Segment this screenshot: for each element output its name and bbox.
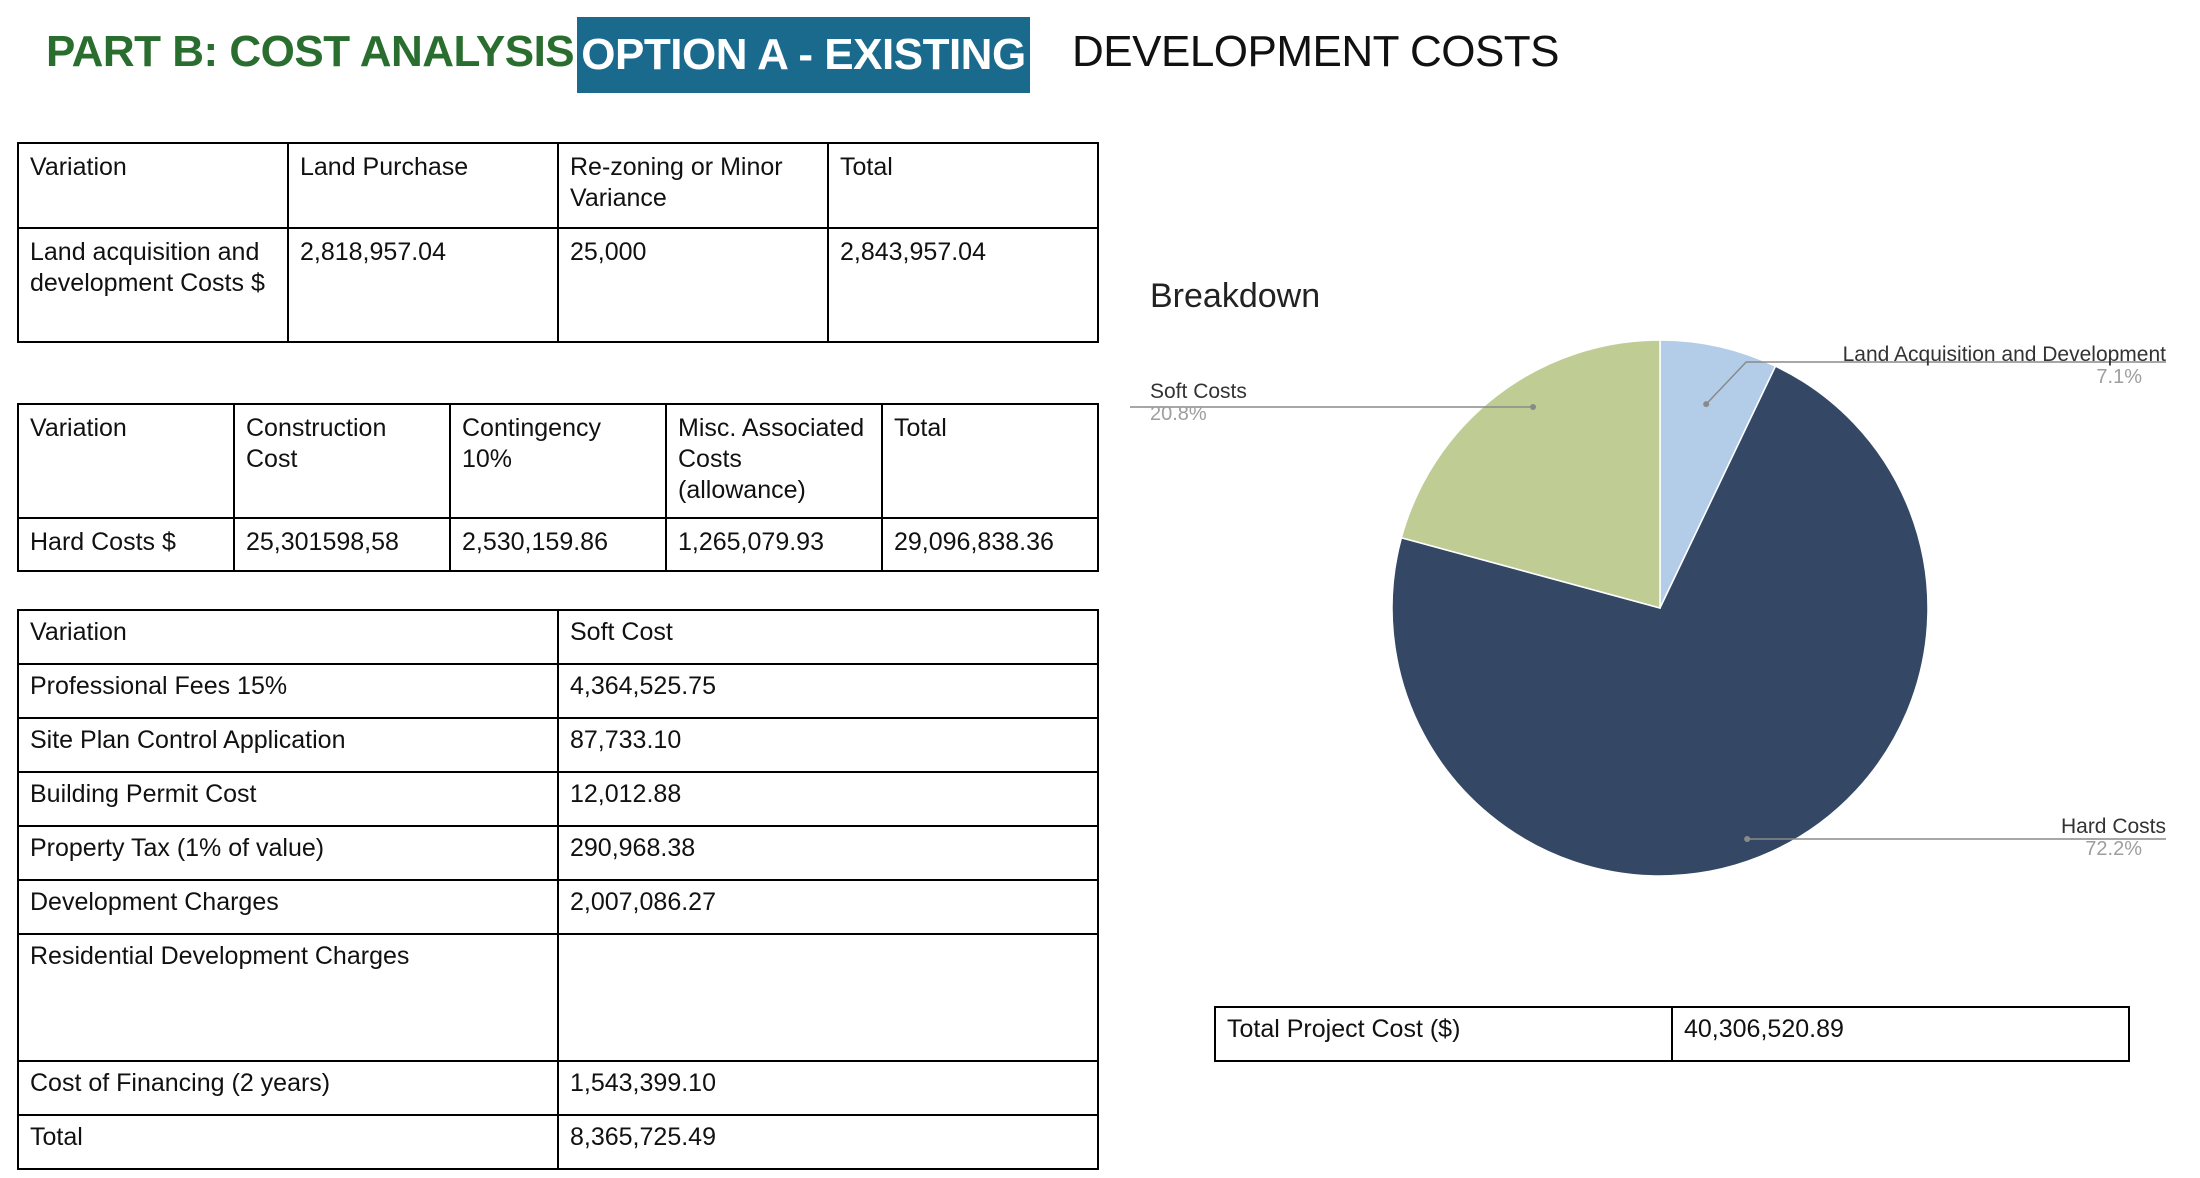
table-cell: 12,012.88	[557, 771, 1099, 827]
header-cell: Soft Cost	[557, 609, 1099, 665]
table-cell: 4,364,525.75	[557, 663, 1099, 719]
table-row: Hard Costs $ 25,301598,58 2,530,159.86 1…	[17, 517, 1099, 572]
header-cell: Re-zoning or Minor Variance	[557, 142, 829, 229]
row-label: Development Charges	[17, 879, 559, 935]
soft-costs-table: Variation Soft Cost Professional Fees 15…	[17, 609, 1099, 1170]
page-subtitle: DEVELOPMENT COSTS	[1072, 27, 1560, 76]
table-cell: 1,265,079.93	[665, 517, 883, 572]
row-label: Hard Costs $	[17, 517, 235, 572]
slice-percent: 7.1%	[2096, 366, 2142, 388]
row-label: Site Plan Control Application	[17, 717, 559, 773]
table-cell: 290,968.38	[557, 825, 1099, 881]
total-project-cost-table: Total Project Cost ($) 40,306,520.89	[1214, 1006, 2130, 1062]
table-row: Property Tax (1% of value) 290,968.38	[17, 825, 1099, 881]
row-label: Property Tax (1% of value)	[17, 825, 559, 881]
header-cell: Total	[827, 142, 1099, 229]
page-title: PART B: COST ANALYSIS	[46, 27, 575, 76]
table-row: Development Charges 2,007,086.27	[17, 879, 1099, 935]
breakdown-pie-chart: Breakdown Land Acquisition and Developme…	[1130, 277, 2167, 877]
option-banner: OPTION A - EXISTING	[577, 17, 1030, 93]
header-cell: Variation	[17, 142, 289, 229]
total-cost-value: 40,306,520.89	[1671, 1006, 2130, 1062]
total-cost-label: Total Project Cost ($)	[1214, 1006, 1673, 1062]
table-cell: 25,000	[557, 227, 829, 343]
header-cell: Variation	[17, 609, 559, 665]
slice-label: Land Acquisition and Development	[1843, 343, 2167, 366]
table-cell: 2,818,957.04	[287, 227, 559, 343]
table-cell: 87,733.10	[557, 717, 1099, 773]
table-row: Total 8,365,725.49	[17, 1114, 1099, 1170]
table-cell: 2,530,159.86	[449, 517, 667, 572]
row-label: Professional Fees 15%	[17, 663, 559, 719]
header-cell: Misc. Associated Costs (allowance)	[665, 403, 883, 519]
table-row: Cost of Financing (2 years) 1,543,399.10	[17, 1060, 1099, 1116]
row-label: Residential Development Charges	[17, 933, 559, 1062]
callout-dot	[1703, 401, 1710, 408]
table-cell	[557, 933, 1099, 1062]
table-row: Total Project Cost ($) 40,306,520.89	[1214, 1006, 2130, 1062]
table-cell: 8,365,725.49	[557, 1114, 1099, 1170]
pie-slice-hard-costs	[1391, 365, 1929, 877]
table-row: Professional Fees 15% 4,364,525.75	[17, 663, 1099, 719]
land-costs-table: Variation Land Purchase Re-zoning or Min…	[17, 142, 1099, 343]
header-cell: Construction Cost	[233, 403, 451, 519]
slice-label: Hard Costs	[2061, 815, 2166, 838]
pie-slice-land-acquisition-and-development	[1659, 339, 1777, 609]
chart-title: Breakdown	[1150, 277, 1320, 315]
header-cell: Total	[881, 403, 1099, 519]
table-header-row: Variation Soft Cost	[17, 609, 1099, 665]
table-cell: 1,543,399.10	[557, 1060, 1099, 1116]
table-cell: 2,007,086.27	[557, 879, 1099, 935]
table-row: Residential Development Charges	[17, 933, 1099, 1062]
table-row: Site Plan Control Application 87,733.10	[17, 717, 1099, 773]
table-cell: 2,843,957.04	[827, 227, 1099, 343]
slice-percent: 20.8%	[1150, 403, 1207, 425]
row-label: Building Permit Cost	[17, 771, 559, 827]
table-row: Land acquisition and development Costs $…	[17, 227, 1099, 343]
pie-slice-soft-costs	[1400, 339, 1661, 609]
hard-costs-table: Variation Construction Cost Contingency …	[17, 403, 1099, 572]
table-row: Building Permit Cost 12,012.88	[17, 771, 1099, 827]
table-header-row: Variation Land Purchase Re-zoning or Min…	[17, 142, 1099, 229]
table-cell: 29,096,838.36	[881, 517, 1099, 572]
table-cell: 25,301598,58	[233, 517, 451, 572]
slice-label: Soft Costs	[1150, 380, 1247, 403]
slice-percent: 72.2%	[2085, 838, 2142, 860]
header-cell: Land Purchase	[287, 142, 559, 229]
row-label: Total	[17, 1114, 559, 1170]
header-cell: Variation	[17, 403, 235, 519]
callout-dot	[1744, 836, 1751, 842]
callout-line	[1705, 361, 2166, 405]
table-header-row: Variation Construction Cost Contingency …	[17, 403, 1099, 519]
row-label: Land acquisition and development Costs $	[17, 227, 289, 343]
callout-dot	[1530, 404, 1537, 410]
header-cell: Contingency 10%	[449, 403, 667, 519]
row-label: Cost of Financing (2 years)	[17, 1060, 559, 1116]
